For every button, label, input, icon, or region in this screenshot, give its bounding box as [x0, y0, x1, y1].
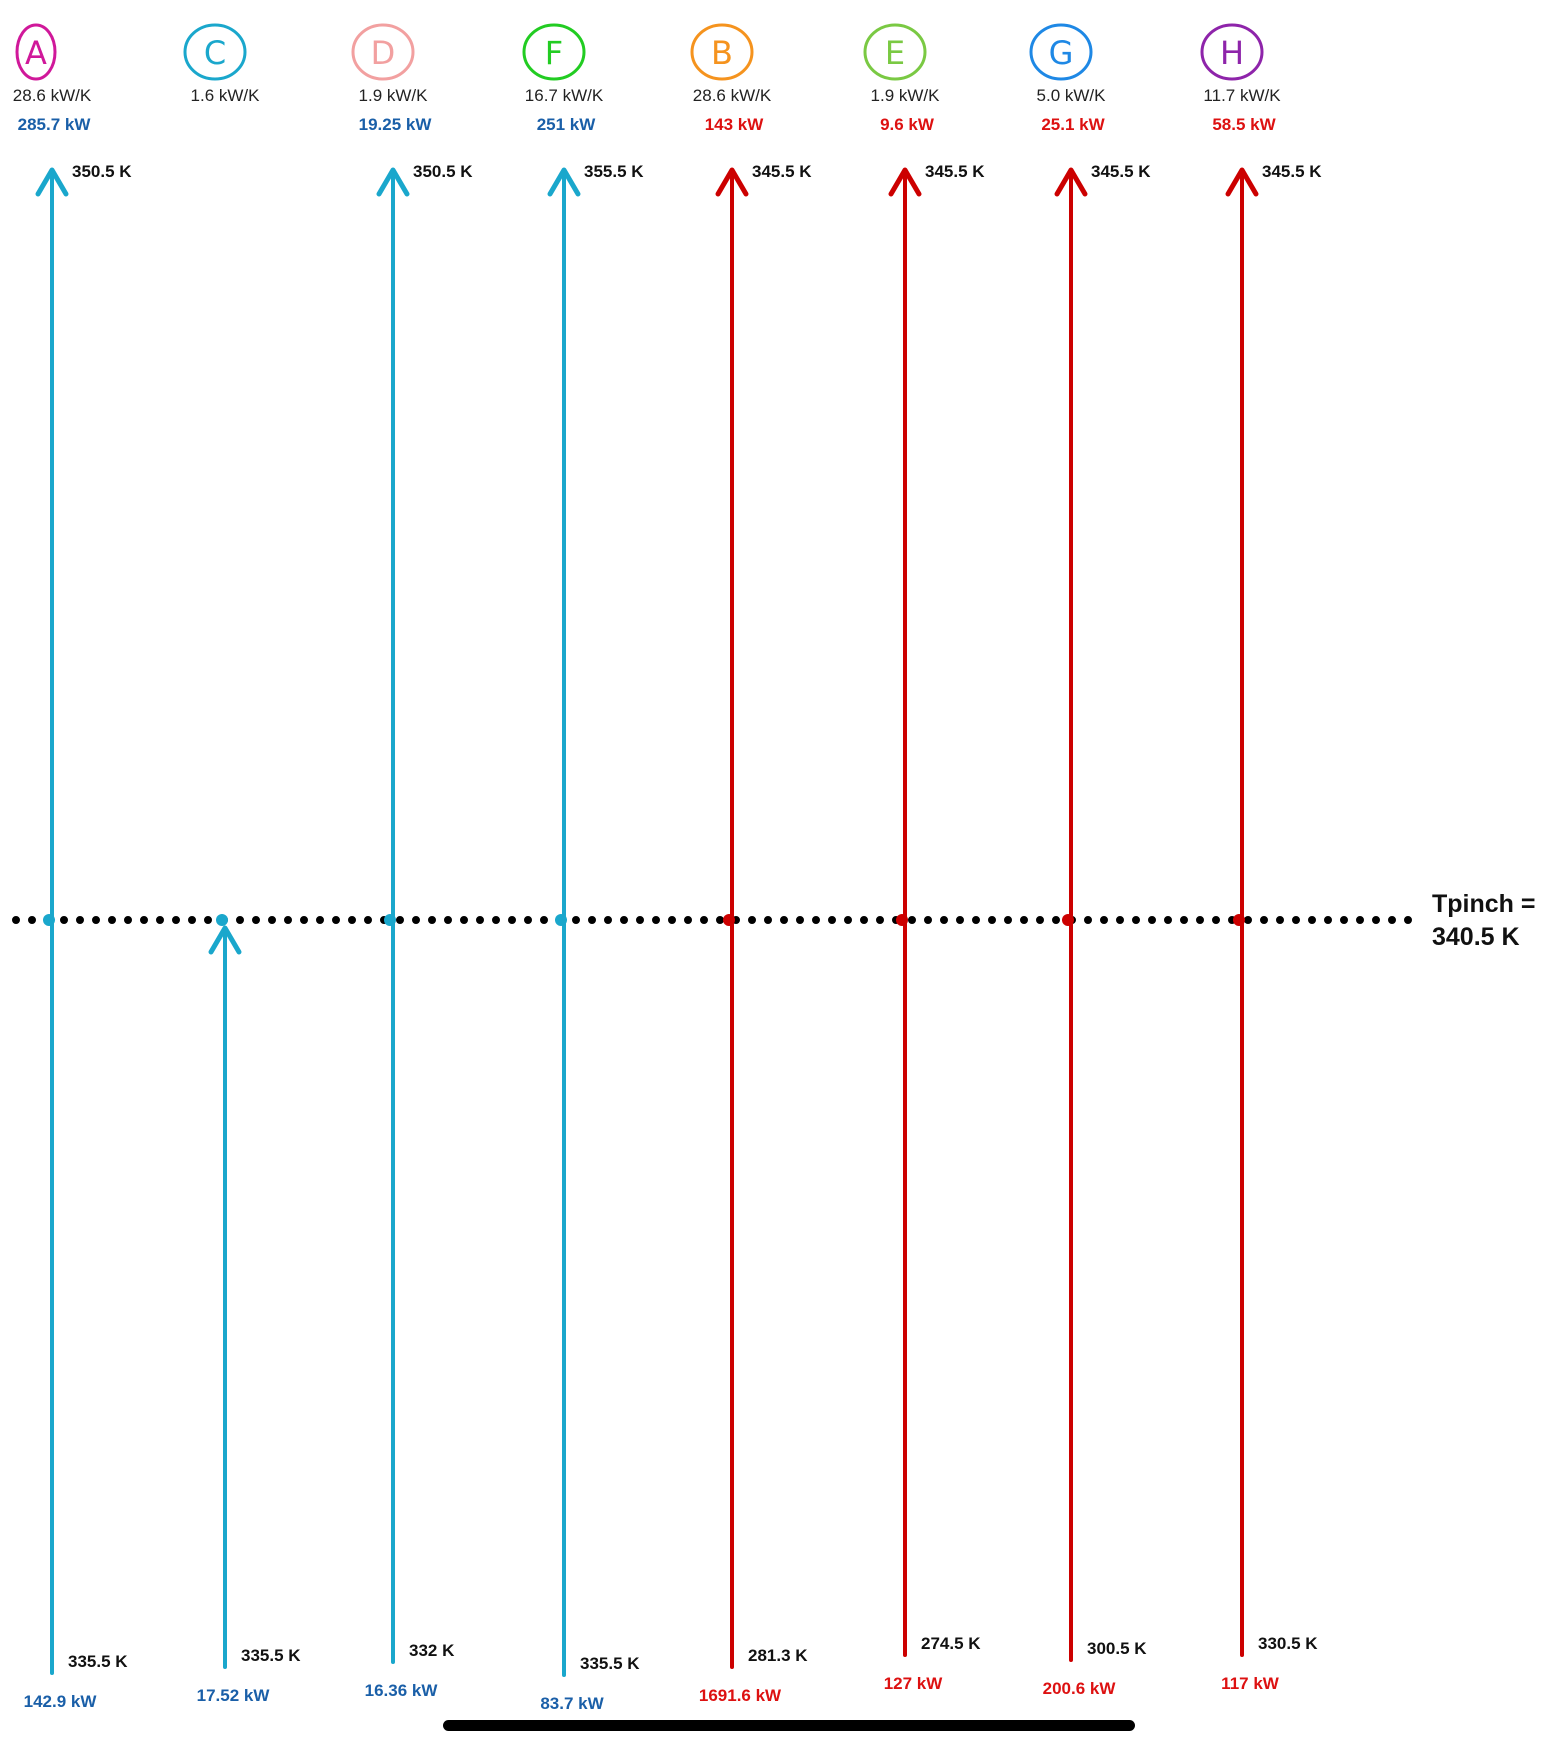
- stream-a-duty-below-pinch: 142.9 kW: [24, 1692, 98, 1711]
- stream-e-badge-letter: E: [885, 34, 905, 72]
- stream-d-duty-below-pinch: 16.36 kW: [365, 1681, 439, 1700]
- stream-h-duty-above-pinch: 58.5 kW: [1212, 115, 1276, 134]
- stream-c-supply-temperature: 335.5 K: [241, 1646, 301, 1665]
- stream-d-supply-temperature: 332 K: [409, 1641, 455, 1660]
- stream-f-supply-temperature: 335.5 K: [580, 1654, 640, 1673]
- stream-f-arrow-head: [547, 167, 581, 197]
- stream-d-pinch-point: [384, 914, 396, 926]
- stream-g-heat-capacity: 5.0 kW/K: [1037, 86, 1107, 105]
- stream-f-pinch-point: [555, 914, 567, 926]
- stream-f-duty-above-pinch: 251 kW: [537, 115, 597, 134]
- stream-d-badge-letter: D: [371, 34, 396, 72]
- stream-h-heat-capacity: 11.7 kW/K: [1203, 86, 1281, 105]
- stream-h-pinch-point: [1233, 914, 1245, 926]
- stream-b-duty-above-pinch: 143 kW: [705, 115, 765, 134]
- stream-c-arrow-head: [208, 925, 242, 955]
- stream-e-supply-temperature: 274.5 K: [921, 1634, 981, 1653]
- stream-b-target-temperature: 345.5 K: [752, 162, 812, 181]
- stream-a-duty-above-pinch: 285.7 kW: [18, 115, 92, 134]
- stream-e-duty-below-pinch: 127 kW: [884, 1674, 944, 1693]
- stream-a-heat-capacity: 28.6 kW/K: [13, 86, 92, 105]
- stream-g-badge-letter: G: [1049, 34, 1074, 72]
- home-indicator-bar[interactable]: [443, 1720, 1135, 1731]
- stream-b-badge-circle: [690, 23, 754, 81]
- stream-b-arrow-head: [715, 167, 749, 197]
- stream-f-heat-capacity: 16.7 kW/K: [525, 86, 604, 105]
- stream-a-supply-temperature: 335.5 K: [68, 1652, 128, 1671]
- stream-h-duty-below-pinch: 117 kW: [1221, 1674, 1280, 1693]
- stream-g-duty-below-pinch: 200.6 kW: [1043, 1679, 1117, 1698]
- pinch-label-line-2: 340.5 K: [1432, 923, 1520, 951]
- stream-d-target-temperature: 350.5 K: [413, 162, 473, 181]
- stream-a-badge-circle: [15, 23, 57, 81]
- stream-d-badge-circle: [351, 23, 415, 81]
- stream-d-arrow-head: [376, 167, 410, 197]
- stream-c-badge-circle: [183, 23, 247, 81]
- stream-d-heat-capacity: 1.9 kW/K: [359, 86, 429, 105]
- stream-g-duty-above-pinch: 25.1 kW: [1041, 115, 1105, 134]
- stream-f-duty-below-pinch: 83.7 kW: [540, 1694, 604, 1713]
- stream-g-supply-temperature: 300.5 K: [1087, 1639, 1147, 1658]
- stream-e-badge-circle: [863, 23, 927, 81]
- stream-b-duty-below-pinch: 1691.6 kW: [699, 1686, 782, 1705]
- stream-c-duty-below-pinch: 17.52 kW: [197, 1686, 271, 1705]
- stream-a-target-temperature: 350.5 K: [72, 162, 132, 181]
- stream-e-arrow-head: [888, 167, 922, 197]
- stream-h-supply-temperature: 330.5 K: [1258, 1634, 1318, 1653]
- stream-c-badge-letter: C: [204, 34, 226, 72]
- pinch-temperature-label: Tpinch = 340.5 K: [1432, 888, 1535, 954]
- stream-h-arrow-head: [1225, 167, 1259, 197]
- stream-h-target-temperature: 345.5 K: [1262, 162, 1322, 181]
- stream-h-badge-circle: [1200, 23, 1264, 81]
- stream-b-pinch-point: [723, 914, 735, 926]
- stream-b-supply-temperature: 281.3 K: [748, 1646, 808, 1665]
- stream-h-badge-letter: H: [1220, 34, 1244, 72]
- stream-b-badge-letter: B: [711, 34, 733, 72]
- stream-e-pinch-point: [896, 914, 908, 926]
- stream-a-badge-letter: A: [25, 34, 47, 72]
- stream-f-target-temperature: 355.5 K: [584, 162, 644, 181]
- stream-f-badge-circle: [522, 23, 586, 81]
- stream-a-pinch-point: [43, 914, 55, 926]
- stream-d-duty-above-pinch: 19.25 kW: [359, 115, 433, 134]
- stream-g-badge-circle: [1029, 23, 1093, 81]
- stream-a-arrow-head: [35, 167, 69, 197]
- stream-e-heat-capacity: 1.9 kW/K: [871, 86, 941, 105]
- stream-c-pinch-point: [216, 914, 228, 926]
- stream-c-heat-capacity: 1.6 kW/K: [191, 86, 261, 105]
- stream-e-duty-above-pinch: 9.6 kW: [880, 115, 935, 134]
- stream-g-pinch-point: [1062, 914, 1074, 926]
- stream-g-target-temperature: 345.5 K: [1091, 162, 1151, 181]
- stream-b-heat-capacity: 28.6 kW/K: [693, 86, 772, 105]
- stream-f-badge-letter: F: [545, 34, 563, 72]
- stream-g-arrow-head: [1054, 167, 1088, 197]
- pinch-label-line-1: Tpinch =: [1432, 890, 1536, 918]
- stream-e-target-temperature: 345.5 K: [925, 162, 985, 181]
